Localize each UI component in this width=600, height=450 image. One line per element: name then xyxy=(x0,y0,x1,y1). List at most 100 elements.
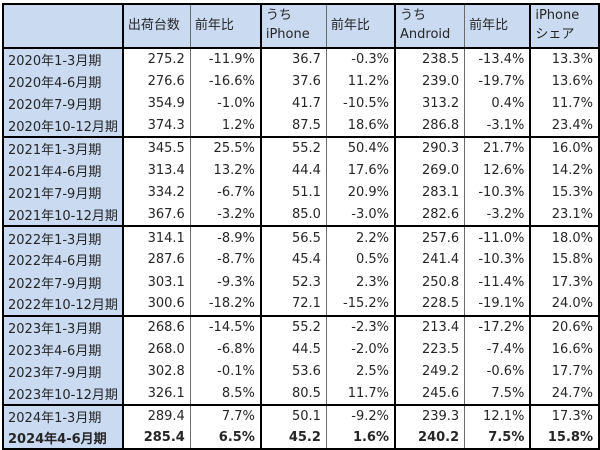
cell-shipments-yoy: 13.2% xyxy=(189,159,261,182)
header-shipments-yoy: 前年比 xyxy=(189,4,261,48)
cell-iphone-share: 16.0% xyxy=(529,137,599,160)
table-row: 2023年10-12月期 326.1 8.5% 80.5 11.7% 245.6 7.5% 2… xyxy=(3,382,599,405)
cell-android: 286.8 xyxy=(394,114,465,138)
cell-iphone-yoy: 2.2% xyxy=(325,226,396,249)
cell-shipments: 313.4 xyxy=(121,159,191,182)
cell-android-yoy: 0.4% xyxy=(464,92,531,115)
cell-android: 239.3 xyxy=(394,404,465,428)
table-row: 2021年7-9月期 334.2 -6.7% 51.1 20.9% 283.1 -10.3%… xyxy=(3,181,599,205)
cell-iphone: 87.5 xyxy=(259,114,327,138)
cell-iphone-share: 13.6% xyxy=(529,70,599,93)
cell-android: 241.4 xyxy=(394,248,465,271)
cell-android-yoy: -7.4% xyxy=(464,337,531,361)
cell-shipments: 345.5 xyxy=(121,137,191,160)
table-row: 2020年7-9月期 354.9 -1.0% 41.7 -10.5% 313.2 0.4% 1… xyxy=(3,92,599,115)
cell-iphone-share: 15.8% xyxy=(529,248,599,271)
period-label: 2020年1-3月期 xyxy=(3,48,123,71)
cell-iphone-yoy: -2.0% xyxy=(325,337,396,361)
header-iphone-yoy: 前年比 xyxy=(325,4,396,48)
cell-shipments: 276.6 xyxy=(121,70,191,93)
table-row: 2021年4-6月期 313.4 13.2% 44.4 17.6% 269.0 12.6% 1… xyxy=(3,159,599,182)
cell-android-yoy: 12.6% xyxy=(464,159,531,182)
cell-iphone-yoy: 50.4% xyxy=(325,137,396,160)
cell-shipments-yoy: -9.3% xyxy=(189,270,261,294)
cell-shipments: 326.1 xyxy=(121,382,191,405)
cell-android: 223.5 xyxy=(394,337,465,361)
cell-android: 238.5 xyxy=(394,48,465,71)
cell-iphone: 85.0 xyxy=(259,204,327,227)
cell-iphone-share: 16.6% xyxy=(529,337,599,361)
cell-android: 283.1 xyxy=(394,181,465,205)
cell-android-yoy: -0.6% xyxy=(464,360,531,383)
cell-iphone-share: 20.6% xyxy=(529,315,599,338)
cell-android: 228.5 xyxy=(394,293,465,316)
cell-shipments-yoy: -8.7% xyxy=(189,248,261,271)
period-label: 2022年7-9月期 xyxy=(3,270,123,294)
table-row: 2023年1-3月期 268.6 -14.5% 55.2 -2.3% 213.4 -17.2… xyxy=(3,315,599,338)
cell-iphone: 44.5 xyxy=(259,337,327,361)
header-iphone: うち iPhone xyxy=(259,4,327,48)
period-label: 2021年7-9月期 xyxy=(3,181,123,205)
table-row: 2021年10-12月期 367.6 -3.2% 85.0 -3.0% 282.6 -3.2… xyxy=(3,204,599,227)
cell-iphone-yoy: 11.2% xyxy=(325,70,396,93)
period-label: 2020年10-12月期 xyxy=(3,114,123,138)
cell-shipments-yoy: -1.0% xyxy=(189,92,261,115)
cell-android-yoy: -11.0% xyxy=(464,226,531,249)
table-row: 2024年1-3月期 289.4 7.7% 50.1 -9.2% 239.3 12.1% 17… xyxy=(3,404,599,428)
period-label: 2024年4-6月期 xyxy=(3,427,123,450)
cell-iphone-share: 15.3% xyxy=(529,181,599,205)
cell-shipments: 268.6 xyxy=(121,315,191,338)
cell-iphone: 55.2 xyxy=(259,315,327,338)
period-label: 2023年1-3月期 xyxy=(3,315,123,338)
header-iphone-share: iPhone シェア xyxy=(529,4,599,48)
period-label: 2021年4-6月期 xyxy=(3,159,123,182)
cell-shipments: 285.4 xyxy=(121,427,191,450)
cell-shipments-yoy: -3.2% xyxy=(189,204,261,227)
table-row: 2024年4-6月期 285.4 6.5% 45.2 1.6% 240.2 7.5% 15.8… xyxy=(3,427,599,450)
header-android-yoy: 前年比 xyxy=(464,4,531,48)
period-label: 2020年4-6月期 xyxy=(3,70,123,93)
cell-android-yoy: -11.4% xyxy=(464,270,531,294)
table-row: 2020年4-6月期 276.6 -16.6% 37.6 11.2% 239.0 -19.7… xyxy=(3,70,599,93)
period-label: 2023年10-12月期 xyxy=(3,382,123,405)
table-row: 2020年10-12月期 374.3 1.2% 87.5 18.6% 286.8 -3.1%… xyxy=(3,114,599,138)
cell-iphone: 44.4 xyxy=(259,159,327,182)
cell-shipments: 275.2 xyxy=(121,48,191,71)
cell-iphone-yoy: 2.3% xyxy=(325,270,396,294)
cell-iphone-share: 15.8% xyxy=(529,427,599,450)
shipments-table: 出荷台数 前年比 うち iPhone 前年比 うち Android 前年比 iP… xyxy=(2,3,600,450)
table-row: 2022年4-6月期 287.6 -8.7% 45.4 0.5% 241.4 -10.3% 1… xyxy=(3,248,599,271)
cell-android: 240.2 xyxy=(394,427,465,450)
cell-shipments: 367.6 xyxy=(121,204,191,227)
cell-shipments: 268.0 xyxy=(121,337,191,361)
cell-shipments-yoy: -14.5% xyxy=(189,315,261,338)
cell-shipments: 289.4 xyxy=(121,404,191,428)
cell-iphone-share: 17.3% xyxy=(529,270,599,294)
cell-android: 257.6 xyxy=(394,226,465,249)
cell-android-yoy: 12.1% xyxy=(464,404,531,428)
cell-iphone-yoy: -2.3% xyxy=(325,315,396,338)
cell-android-yoy: -10.3% xyxy=(464,248,531,271)
cell-iphone: 51.1 xyxy=(259,181,327,205)
table-row: 2023年7-9月期 302.8 -0.1% 53.6 2.5% 249.2 -0.6% 17… xyxy=(3,360,599,383)
cell-android-yoy: -3.2% xyxy=(464,204,531,227)
cell-android: 245.6 xyxy=(394,382,465,405)
cell-shipments: 302.8 xyxy=(121,360,191,383)
cell-shipments-yoy: -0.1% xyxy=(189,360,261,383)
cell-iphone-share: 11.7% xyxy=(529,92,599,115)
header-android: うち Android xyxy=(394,4,465,48)
cell-android: 269.0 xyxy=(394,159,465,182)
cell-android-yoy: -19.1% xyxy=(464,293,531,316)
cell-android: 239.0 xyxy=(394,70,465,93)
period-label: 2024年1-3月期 xyxy=(3,404,123,428)
cell-shipments: 303.1 xyxy=(121,270,191,294)
cell-shipments-yoy: 7.7% xyxy=(189,404,261,428)
cell-shipments-yoy: 8.5% xyxy=(189,382,261,405)
header-period-corner xyxy=(3,4,123,48)
table-row: 2020年1-3月期 275.2 -11.9% 36.7 -0.3% 238.5 -13.4… xyxy=(3,48,599,71)
cell-iphone-share: 24.7% xyxy=(529,382,599,405)
cell-iphone-yoy: 18.6% xyxy=(325,114,396,138)
cell-shipments-yoy: -8.9% xyxy=(189,226,261,249)
cell-iphone-share: 23.1% xyxy=(529,204,599,227)
